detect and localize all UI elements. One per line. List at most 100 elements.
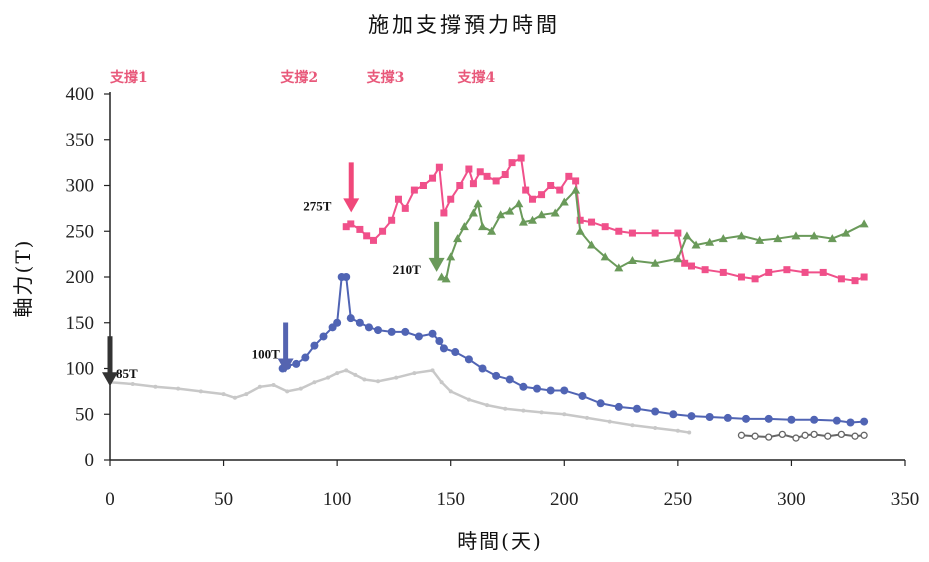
data-point (687, 412, 696, 421)
data-point (824, 432, 832, 440)
data-point (751, 275, 759, 283)
brace-label: 支撐4 (457, 69, 496, 86)
data-point (600, 252, 610, 261)
data-point (285, 389, 290, 394)
annotation-arrow-head (102, 372, 118, 387)
data-point (292, 359, 301, 368)
data-point (514, 199, 524, 208)
data-point (466, 397, 471, 402)
data-point (615, 227, 623, 235)
data-point (522, 186, 530, 194)
data-point (342, 273, 351, 281)
data-point (632, 404, 641, 413)
data-point (778, 430, 786, 439)
data-point (614, 263, 624, 272)
series-2 (278, 273, 869, 427)
data-point (353, 372, 358, 377)
data-point (505, 206, 515, 215)
x-tick-label: 350 (891, 489, 920, 510)
data-point (346, 314, 355, 323)
data-point (527, 215, 537, 224)
data-point (682, 231, 692, 240)
data-point (792, 434, 800, 442)
data-point (355, 318, 364, 327)
data-point (755, 235, 765, 244)
data-point (701, 266, 709, 274)
x-tick-label: 200 (550, 489, 579, 510)
data-point (469, 180, 477, 188)
data-point (505, 375, 514, 384)
data-point (364, 323, 373, 332)
data-point (587, 240, 597, 249)
data-point (614, 402, 623, 411)
data-point (319, 332, 328, 341)
annotation-100T: 100T (252, 322, 294, 373)
data-point (546, 386, 555, 395)
chart-title: 施加支撐預力時間 (368, 13, 560, 37)
y-tick-label: 100 (66, 359, 95, 380)
data-point (528, 195, 536, 203)
data-point (394, 195, 402, 203)
data-point (356, 225, 364, 233)
data-point (576, 216, 584, 224)
data-point (575, 226, 585, 235)
annotation-arrow-head (277, 358, 294, 373)
y-tick-label: 0 (85, 450, 95, 471)
data-point (468, 208, 478, 217)
data-point (257, 384, 262, 389)
data-point (508, 159, 516, 167)
data-point (333, 318, 342, 327)
data-point (503, 406, 508, 411)
data-point (765, 433, 773, 441)
data-point (628, 229, 636, 237)
y-tick-label: 50 (75, 404, 94, 425)
data-point (456, 182, 464, 189)
data-point (401, 327, 410, 336)
data-point (446, 252, 456, 261)
series-line (345, 156, 865, 282)
data-point (571, 185, 581, 194)
x-tick-label: 250 (664, 489, 693, 510)
data-point (310, 341, 319, 350)
data-point (650, 258, 660, 267)
data-point (809, 231, 819, 240)
data-point (585, 415, 589, 420)
data-point (841, 228, 851, 237)
data-point (429, 174, 437, 182)
annotation-label: 275T (303, 198, 332, 213)
brace-labels: 支撐1 支撐2 支撐3 支撐4 (109, 69, 496, 86)
data-point (851, 432, 859, 440)
data-point (651, 229, 659, 237)
annotation-210T: 210T (393, 221, 445, 277)
data-point (737, 273, 745, 281)
annotation-label: 210T (393, 262, 422, 277)
data-point (764, 414, 773, 423)
data-point (801, 268, 809, 276)
data-point (832, 416, 841, 425)
data-point (787, 415, 796, 424)
data-point (419, 182, 427, 189)
data-point (439, 380, 444, 385)
data-point (301, 353, 310, 362)
data-point (476, 168, 484, 176)
x-axis-title: 時間(天) (457, 529, 543, 553)
data-point (601, 223, 609, 231)
data-point (578, 391, 587, 400)
data-point (860, 431, 868, 439)
data-point (627, 256, 637, 265)
data-point (521, 408, 526, 413)
data-point (363, 232, 371, 240)
y-tick-label: 200 (66, 267, 95, 288)
data-point (837, 275, 845, 283)
data-point (651, 407, 660, 416)
series-4 (737, 430, 868, 442)
data-point (837, 430, 846, 439)
data-point (559, 197, 569, 206)
data-point (860, 273, 868, 281)
data-point (539, 410, 544, 415)
data-point (705, 412, 714, 421)
data-point (271, 382, 276, 387)
series-layer (108, 154, 869, 442)
data-point (673, 254, 683, 263)
